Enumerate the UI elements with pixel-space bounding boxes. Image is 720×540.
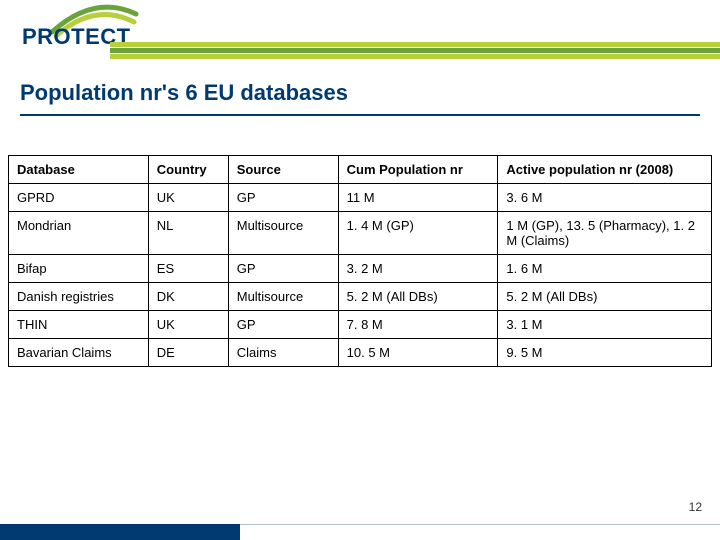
cell: THIN [9, 311, 149, 339]
cell: 1 M (GP), 13. 5 (Pharmacy), 1. 2 M (Clai… [498, 212, 712, 255]
stripe-1 [110, 42, 720, 47]
cell: Mondrian [9, 212, 149, 255]
table-row: Bavarian Claims DE Claims 10. 5 M 9. 5 M [9, 339, 712, 367]
table-body: GPRD UK GP 11 M 3. 6 M Mondrian NL Multi… [9, 184, 712, 367]
cell: Bavarian Claims [9, 339, 149, 367]
cell: UK [148, 184, 228, 212]
col-country: Country [148, 156, 228, 184]
slide-title: Population nr's 6 EU databases [20, 80, 700, 116]
cell: 5. 2 M (All DBs) [498, 283, 712, 311]
table-row: Mondrian NL Multisource 1. 4 M (GP) 1 M … [9, 212, 712, 255]
table-row: THIN UK GP 7. 8 M 3. 1 M [9, 311, 712, 339]
cell: 3. 6 M [498, 184, 712, 212]
cell: ES [148, 255, 228, 283]
footer-bar [0, 524, 240, 540]
cell: 1. 4 M (GP) [338, 212, 498, 255]
cell: 3. 1 M [498, 311, 712, 339]
databases-table: Database Country Source Cum Population n… [8, 155, 712, 367]
cell: 9. 5 M [498, 339, 712, 367]
cell: NL [148, 212, 228, 255]
cell: 7. 8 M [338, 311, 498, 339]
cell: 5. 2 M (All DBs) [338, 283, 498, 311]
cell: 11 M [338, 184, 498, 212]
cell: Multisource [228, 212, 338, 255]
cell: GP [228, 255, 338, 283]
cell: GP [228, 184, 338, 212]
cell: GPRD [9, 184, 149, 212]
header-stripes [110, 42, 720, 60]
cell: Claims [228, 339, 338, 367]
cell: DK [148, 283, 228, 311]
slide: PROTECT Population nr's 6 EU databases D… [0, 0, 720, 540]
page-number: 12 [689, 500, 702, 514]
col-active-population: Active population nr (2008) [498, 156, 712, 184]
cell: 10. 5 M [338, 339, 498, 367]
col-cum-population: Cum Population nr [338, 156, 498, 184]
stripe-3 [110, 54, 720, 59]
cell: DE [148, 339, 228, 367]
table-header-row: Database Country Source Cum Population n… [9, 156, 712, 184]
cell: GP [228, 311, 338, 339]
cell: Multisource [228, 283, 338, 311]
table-row: GPRD UK GP 11 M 3. 6 M [9, 184, 712, 212]
stripe-2 [110, 48, 720, 53]
table-row: Bifap ES GP 3. 2 M 1. 6 M [9, 255, 712, 283]
cell: UK [148, 311, 228, 339]
cell: Danish registries [9, 283, 149, 311]
cell: Bifap [9, 255, 149, 283]
cell: 1. 6 M [498, 255, 712, 283]
col-database: Database [9, 156, 149, 184]
cell: 3. 2 M [338, 255, 498, 283]
table-row: Danish registries DK Multisource 5. 2 M … [9, 283, 712, 311]
col-source: Source [228, 156, 338, 184]
